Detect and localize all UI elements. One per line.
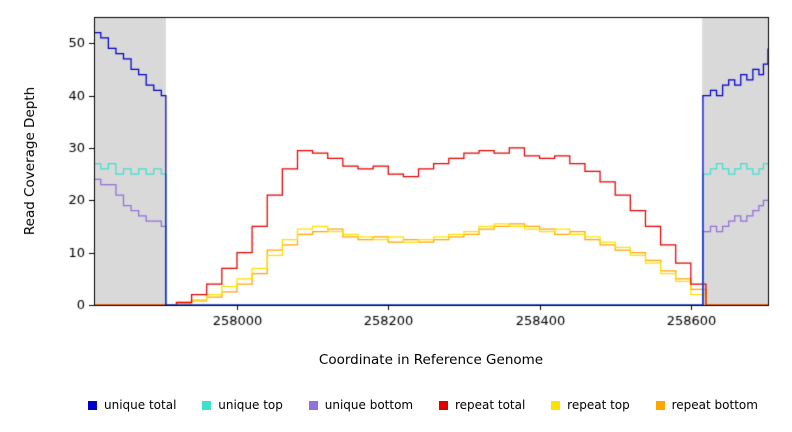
legend-item: repeat total — [438, 398, 526, 412]
legend-item: repeat top — [551, 398, 630, 412]
legend-item: unique total — [88, 398, 176, 412]
legend-item: unique top — [202, 398, 283, 412]
legend-label: unique bottom — [324, 398, 414, 412]
legend-label: repeat top — [567, 398, 630, 412]
legend-swatch — [88, 400, 97, 410]
legend-item: repeat bottom — [655, 398, 758, 412]
legend-swatch — [438, 400, 448, 410]
legend-item: unique bottom — [308, 398, 414, 412]
legend-label: repeat total — [454, 398, 526, 412]
legend-label: unique total — [104, 398, 177, 412]
legend-swatch — [308, 400, 318, 410]
legend-swatch — [551, 400, 561, 410]
legend-label: repeat bottom — [671, 398, 758, 412]
y-axis-title: Read Coverage Depth — [22, 86, 38, 236]
legend-swatch — [202, 400, 212, 410]
legend-label: unique top — [218, 398, 283, 412]
legend-swatch — [655, 400, 665, 410]
plot-canvas — [0, 0, 792, 340]
legend: unique total unique top unique bottom repea… — [88, 398, 758, 412]
x-axis-title: Coordinate in Reference Genome — [318, 352, 544, 368]
